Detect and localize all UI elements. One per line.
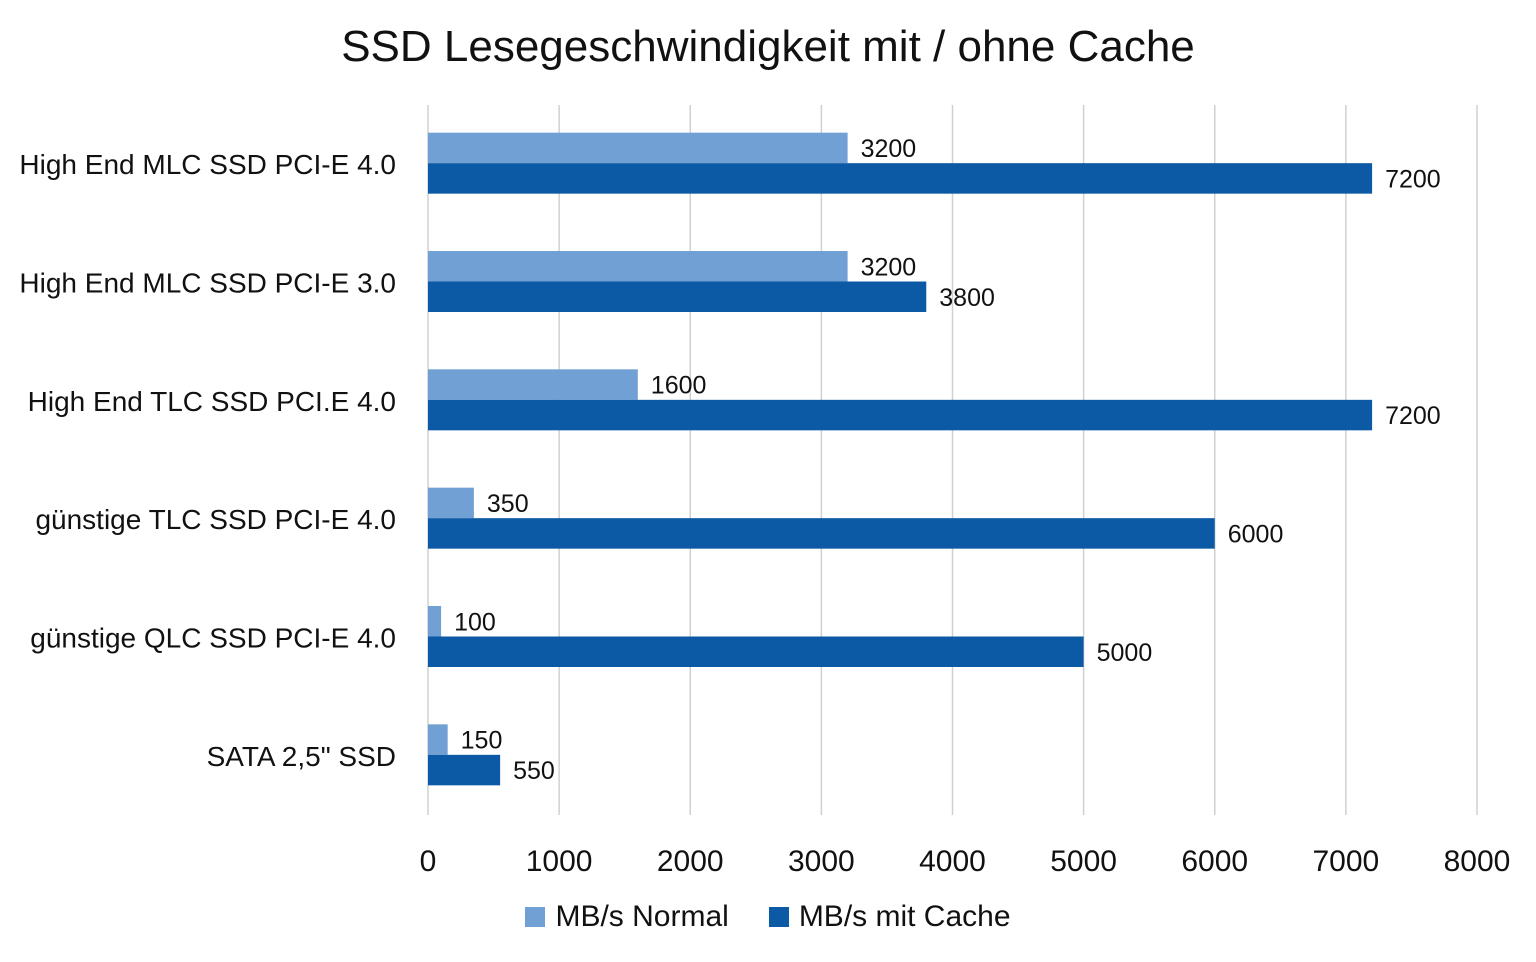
x-tick-label: 6000 xyxy=(1181,845,1248,878)
category-label: günstige TLC SSD PCI-E 4.0 xyxy=(35,504,396,535)
legend-item-normal: MB/s Normal xyxy=(525,900,729,934)
bar-cache xyxy=(428,636,1084,667)
bar-cache xyxy=(428,754,501,786)
data-label: 3800 xyxy=(939,284,995,312)
bar-cache xyxy=(428,399,1373,431)
data-label: 350 xyxy=(487,490,529,518)
bar-cache xyxy=(428,518,1215,549)
data-label: 150 xyxy=(461,727,503,755)
bar-normal xyxy=(428,487,474,519)
category-label: SATA 2,5" SSD xyxy=(207,741,396,772)
x-tick-label: 0 xyxy=(420,845,437,878)
legend-item-cache: MB/s mit Cache xyxy=(768,900,1011,934)
x-tick-label: 1000 xyxy=(526,845,593,878)
data-label: 3200 xyxy=(861,253,917,281)
x-tick-label: 4000 xyxy=(919,845,986,878)
category-label: High End MLC SSD PCI-E 3.0 xyxy=(19,268,396,299)
chart-title: SSD Lesegeschwindigkeit mit / ohne Cache xyxy=(341,22,1195,71)
category-label: High End MLC SSD PCI-E 4.0 xyxy=(19,149,396,180)
legend-label-normal: MB/s Normal xyxy=(555,900,729,933)
data-label: 1600 xyxy=(651,372,707,400)
bar-normal xyxy=(428,251,848,282)
legend: MB/s Normal MB/s mit Cache xyxy=(0,900,1536,934)
data-label: 5000 xyxy=(1097,639,1153,667)
legend-swatch-cache xyxy=(768,907,789,927)
bar-normal xyxy=(428,369,638,400)
x-tick-label: 7000 xyxy=(1313,845,1380,878)
data-label: 550 xyxy=(513,757,555,785)
data-label: 100 xyxy=(454,608,496,636)
category-label: günstige QLC SSD PCI-E 4.0 xyxy=(30,623,396,654)
x-tick-label: 2000 xyxy=(657,845,724,878)
category-label: High End TLC SSD PCI.E 4.0 xyxy=(28,386,396,417)
legend-swatch-normal xyxy=(525,907,546,927)
data-label: 7200 xyxy=(1385,402,1441,430)
data-label: 3200 xyxy=(861,135,917,163)
bar-cache xyxy=(428,281,927,312)
x-tick-label: 5000 xyxy=(1050,845,1117,878)
legend-label-cache: MB/s mit Cache xyxy=(798,900,1011,933)
bar-cache xyxy=(428,163,1373,194)
data-label: 6000 xyxy=(1228,520,1284,548)
bar-normal xyxy=(428,724,448,755)
bar-normal xyxy=(428,132,848,164)
x-tick-label: 3000 xyxy=(788,845,855,878)
bar-normal xyxy=(428,606,442,637)
x-tick-label: 8000 xyxy=(1444,845,1511,878)
data-label: 7200 xyxy=(1385,165,1441,193)
